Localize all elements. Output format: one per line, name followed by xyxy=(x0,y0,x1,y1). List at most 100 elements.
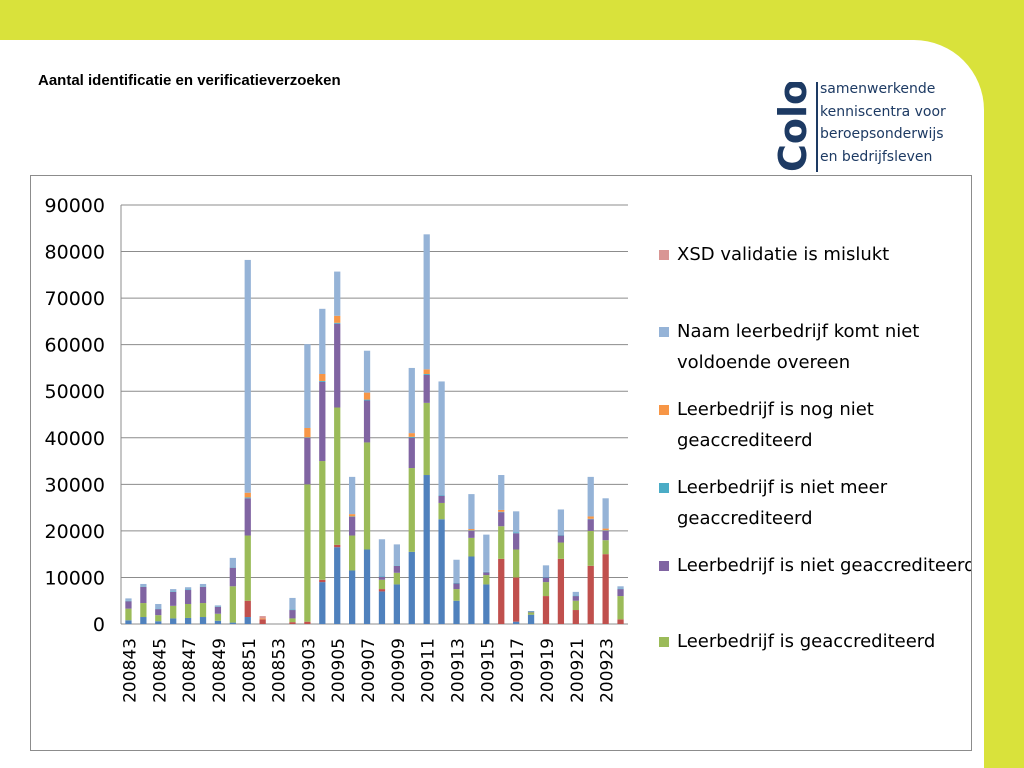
bar-segment xyxy=(483,584,490,624)
bar-segment xyxy=(184,589,192,591)
logo-line-3: en bedrijfsleven xyxy=(820,148,933,165)
y-tick-label: 70000 xyxy=(45,288,105,310)
bar-segment xyxy=(229,567,236,568)
x-tick-label: 200909 xyxy=(389,638,409,703)
bar-segment xyxy=(244,600,251,618)
bar-segment xyxy=(184,617,192,624)
x-tick-label: 200851 xyxy=(240,638,260,703)
bar-segment xyxy=(542,596,550,624)
bar-segment xyxy=(304,437,311,438)
bar-segment xyxy=(498,509,505,512)
bar-segment xyxy=(125,608,132,621)
bar-segment xyxy=(363,350,371,393)
bar-segment xyxy=(229,567,236,587)
bar-segment xyxy=(229,557,236,568)
bar-segment xyxy=(334,323,341,408)
bar-segment xyxy=(155,621,162,624)
bar-segment xyxy=(453,583,460,590)
bar-segment xyxy=(244,535,251,601)
bar-segment xyxy=(199,583,207,587)
bar-segment xyxy=(438,502,445,520)
bar-segment xyxy=(140,586,147,604)
bar-segment xyxy=(244,497,251,499)
bar-segment xyxy=(602,498,609,529)
bar-segment xyxy=(557,509,565,536)
bar-segment xyxy=(468,494,475,530)
bar-segment xyxy=(602,528,609,531)
colo-wordmark-text: Colo xyxy=(776,82,812,172)
bar-segment xyxy=(498,512,505,527)
bar-segment xyxy=(199,586,207,604)
bar-segment xyxy=(319,373,326,381)
bar-segment xyxy=(498,511,505,513)
bar-segment xyxy=(170,591,177,606)
bar-segment xyxy=(155,603,162,609)
bar-segment xyxy=(408,433,415,437)
bar-segment xyxy=(125,601,132,609)
x-tick-label: 200911 xyxy=(419,638,439,703)
bar-segment xyxy=(483,575,490,585)
bar-segment xyxy=(542,565,550,577)
bar-segment xyxy=(378,591,386,624)
bar-segment xyxy=(214,606,222,614)
bar-segment xyxy=(617,586,624,589)
bar-segment xyxy=(438,495,445,497)
legend-label: Leerbedrijf is niet geaccrediteerd xyxy=(677,555,971,576)
bar-segment xyxy=(587,530,594,566)
bar-segment xyxy=(393,584,400,624)
legend-swatch xyxy=(659,327,669,337)
bar-segment xyxy=(572,591,579,596)
bar-segment xyxy=(229,586,236,623)
legend-swatch xyxy=(659,637,669,647)
x-tick-label: 200905 xyxy=(329,638,349,703)
bar-segment xyxy=(289,597,296,610)
x-tick-label: 200903 xyxy=(299,638,319,703)
bar-segment xyxy=(155,615,162,622)
bar-segment xyxy=(289,622,296,624)
bar-segment xyxy=(319,461,326,580)
bar-segment xyxy=(587,518,594,520)
bar-segment xyxy=(557,558,565,624)
slide-title: Aantal identificatie en verificatieverzo… xyxy=(38,72,341,89)
bar-segment xyxy=(289,609,296,611)
bar-segment xyxy=(170,618,177,624)
bar-segment xyxy=(363,442,371,550)
y-tick-label: 90000 xyxy=(45,195,105,217)
bar-segment xyxy=(468,530,475,531)
bar-segment xyxy=(393,572,400,585)
bar-segment xyxy=(423,475,430,624)
bar-segment xyxy=(304,484,311,622)
bar-segment xyxy=(334,322,341,324)
bar-segment xyxy=(349,476,356,515)
bar-segment xyxy=(289,610,296,619)
bar-segment xyxy=(557,535,565,543)
bar-segment xyxy=(468,556,475,624)
bar-segment xyxy=(587,565,594,624)
bar-segment xyxy=(513,621,520,624)
bar-segment xyxy=(349,535,356,571)
bar-segment xyxy=(438,495,445,503)
y-tick-label: 0 xyxy=(93,614,105,636)
bar-segment xyxy=(527,612,535,615)
bar-segment xyxy=(214,620,222,624)
legend-label: geaccrediteerd xyxy=(677,508,813,529)
bar-segment xyxy=(498,558,505,624)
legend-swatch xyxy=(659,483,669,493)
bar-segment xyxy=(408,468,415,552)
legend-label: Leerbedrijf is nog niet xyxy=(677,399,874,420)
bar-segment xyxy=(334,271,341,316)
bar-segment xyxy=(617,589,624,597)
bar-segment xyxy=(617,596,624,620)
legend-label: voldoende overeen xyxy=(677,352,850,373)
logo-line-1: kenniscentra voor xyxy=(820,103,946,120)
y-tick-label: 40000 xyxy=(45,428,105,450)
bar-segment xyxy=(125,598,132,601)
bar-segment xyxy=(393,565,400,566)
bar-segment xyxy=(140,603,147,618)
bar-segment xyxy=(334,407,341,545)
x-tick-label: 200847 xyxy=(180,638,200,703)
bar-segment xyxy=(527,614,535,624)
bar-segment xyxy=(602,540,609,555)
bar-segment xyxy=(170,605,177,619)
bar-segment xyxy=(423,373,430,375)
